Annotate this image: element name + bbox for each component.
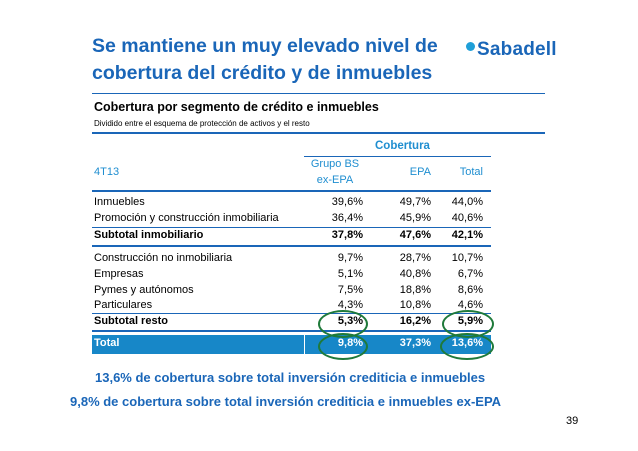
row-label: Subtotal inmobiliario <box>94 229 204 241</box>
table-row: Pymes y autónomos 7,5% 18,8% 8,6% <box>94 284 486 300</box>
slide-title-line2: cobertura del crédito y de inmuebles <box>92 62 433 84</box>
header-divider <box>92 190 491 192</box>
cell-total: 8,6% <box>457 284 483 296</box>
section-title: Cobertura por segmento de crédito e inmu… <box>94 100 379 114</box>
row-label: Inmuebles <box>94 196 145 208</box>
col-header-grupo-line1: Grupo BS <box>310 158 360 170</box>
row-label: Construcción no inmobiliaria <box>94 252 233 264</box>
page-number: 39 <box>566 415 579 427</box>
footnote-line1: 13,6% de cobertura sobre total inversión… <box>95 370 486 385</box>
section-subtitle: Dividido entre el esquema de protección … <box>94 119 310 128</box>
cell-grupo: 9,7% <box>337 252 363 264</box>
highlight-ellipse <box>440 333 494 360</box>
logo-text: Sabadell <box>477 39 557 60</box>
column-separator <box>304 335 305 354</box>
table-row-subtotal: Subtotal inmobiliario 37,8% 47,6% 42,1% <box>94 229 486 245</box>
table-row: Promoción y construcción inmobiliaria 36… <box>94 212 486 228</box>
cell-epa: 16,2% <box>399 315 431 327</box>
cell-epa: 37,3% <box>399 337 431 349</box>
cell-grupo: 37,8% <box>331 229 363 241</box>
slide-title-line1: Se mantiene un muy elevado nivel de <box>92 35 438 57</box>
table-row: Inmuebles 39,6% 49,7% 44,0% <box>94 196 486 212</box>
table-row: Empresas 5,1% 40,8% 6,7% <box>94 268 486 284</box>
row-label: Particulares <box>94 299 153 311</box>
title-divider <box>92 93 545 94</box>
row-label: Empresas <box>94 268 144 280</box>
cell-epa: 28,7% <box>399 252 431 264</box>
slide-title: Se mantiene un muy elevado nivel de cobe… <box>92 33 452 87</box>
col-header-total: Total <box>459 166 483 178</box>
period-header: 4T13 <box>94 166 120 178</box>
cell-grupo: 36,4% <box>331 212 363 224</box>
footnote-line2: 9,8% de cobertura sobre total inversión … <box>70 394 502 409</box>
cell-grupo: 4,3% <box>337 299 363 311</box>
cell-epa: 45,9% <box>399 212 431 224</box>
row-label: Promoción y construcción inmobiliaria <box>94 212 279 224</box>
cobertura-group-header: Cobertura <box>375 140 430 152</box>
group-header-divider <box>304 156 491 157</box>
row-label: Pymes y autónomos <box>94 284 194 296</box>
cell-grupo: 39,6% <box>331 196 363 208</box>
cell-epa: 49,7% <box>399 196 431 208</box>
table-row-total: Total 9,8% 37,3% 13,6% <box>94 337 486 353</box>
row-label: Total <box>94 337 120 349</box>
cell-grupo: 7,5% <box>337 284 363 296</box>
table-row: Particulares 4,3% 10,8% 4,6% <box>94 299 486 315</box>
row-divider <box>92 227 491 228</box>
cell-total: 42,1% <box>451 229 483 241</box>
row-label: Subtotal resto <box>94 315 168 327</box>
total-row-bar: Total 9,8% 37,3% 13,6% <box>92 335 491 354</box>
cell-epa: 18,8% <box>399 284 431 296</box>
cell-total: 40,6% <box>451 212 483 224</box>
col-header-epa: EPA <box>409 166 431 178</box>
section-divider <box>92 132 545 134</box>
cell-total: 6,7% <box>457 268 483 280</box>
group-divider <box>92 330 491 332</box>
group-divider <box>92 245 491 247</box>
cell-epa: 10,8% <box>399 299 431 311</box>
logo-dot-icon <box>466 41 475 51</box>
col-header-grupo: Grupo BS ex-EPA <box>307 156 363 188</box>
cell-total: 10,7% <box>451 252 483 264</box>
sabadell-logo: Sabadell <box>466 39 557 61</box>
cell-grupo: 5,1% <box>337 268 363 280</box>
cell-total: 4,6% <box>457 299 483 311</box>
col-header-grupo-line2: ex-EPA <box>316 174 354 186</box>
cell-epa: 40,8% <box>399 268 431 280</box>
table-row: Construcción no inmobiliaria 9,7% 28,7% … <box>94 252 486 268</box>
table-row-subtotal: Subtotal resto 5,3% 16,2% 5,9% <box>94 315 486 331</box>
row-divider <box>92 313 491 314</box>
cell-total: 44,0% <box>451 196 483 208</box>
cell-epa: 47,6% <box>399 229 431 241</box>
highlight-ellipse <box>318 333 368 360</box>
